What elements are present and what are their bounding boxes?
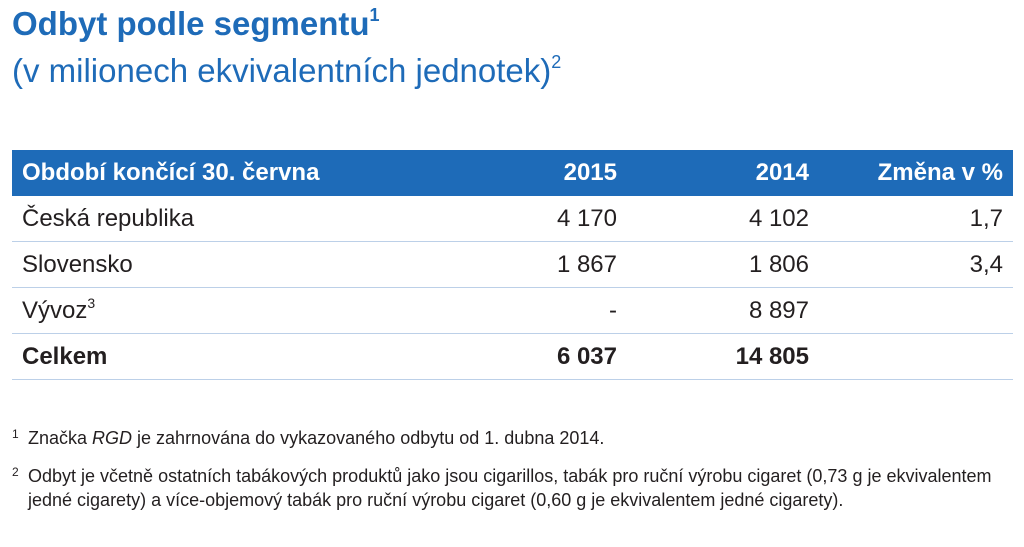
row-label-cell: Vývoz3 bbox=[22, 288, 95, 334]
page-title-footnote-ref: 1 bbox=[369, 5, 380, 25]
row-label: Vývoz bbox=[22, 297, 88, 324]
sales-table: Období končící 30. června 2015 2014 Změn… bbox=[12, 150, 1013, 380]
page-subtitle-text: (v milionech ekvivalentních jednotek) bbox=[12, 52, 552, 89]
page-title: Odbyt podle segmentu1 bbox=[12, 4, 380, 44]
total-value-2014: 14 805 bbox=[735, 343, 809, 370]
row-value-2014: 8 897 bbox=[748, 297, 809, 324]
page-subtitle: (v milionech ekvivalentních jednotek)2 bbox=[12, 51, 561, 91]
total-label: Celkem bbox=[22, 343, 108, 370]
row-value-change: 1,7 bbox=[969, 205, 1003, 232]
header-2015: 2015 bbox=[563, 159, 617, 186]
footnote-2: 2 Odbyt je včetně ostatních tabákových p… bbox=[12, 464, 1012, 512]
footnote-2-text: Odbyt je včetně ostatních tabákových pro… bbox=[28, 466, 992, 510]
page-title-text: Odbyt podle segmentu bbox=[12, 5, 370, 42]
footnote-2-mark: 2 bbox=[12, 465, 19, 479]
header-2014: 2014 bbox=[755, 159, 809, 186]
row-value-2015: - bbox=[609, 297, 617, 324]
table-row: Česká republika 4 170 4 102 1,7 bbox=[12, 196, 1013, 242]
page-subtitle-footnote-ref: 2 bbox=[551, 52, 562, 72]
footnote-1-mark: 1 bbox=[12, 427, 19, 441]
footnote-1-brand: RGD bbox=[92, 428, 133, 448]
table-total-row: Celkem 6 037 14 805 bbox=[12, 334, 1013, 380]
row-value-2014: 4 102 bbox=[748, 205, 809, 232]
row-value-2014: 1 806 bbox=[748, 251, 809, 278]
table-row: Slovensko 1 867 1 806 3,4 bbox=[12, 242, 1013, 288]
row-value-2015: 4 170 bbox=[556, 205, 617, 232]
row-value-2015: 1 867 bbox=[556, 251, 617, 278]
row-label: Česká republika bbox=[22, 205, 195, 232]
footnote-1-text-after: je zahrnována do vykazovaného odbytu od … bbox=[132, 428, 605, 448]
table-row: Vývoz3 - 8 897 bbox=[12, 288, 1013, 334]
header-period: Období končící 30. června bbox=[22, 159, 320, 186]
table-header-row: Období končící 30. června 2015 2014 Změn… bbox=[12, 150, 1013, 196]
footnotes: 1 Značka RGD je zahrnována do vykazované… bbox=[12, 426, 1012, 526]
footnote-1-text-before: Značka bbox=[28, 428, 93, 448]
row-value-change: 3,4 bbox=[969, 251, 1003, 278]
total-value-2015: 6 037 bbox=[556, 343, 617, 370]
row-label-footnote-ref: 3 bbox=[87, 295, 96, 311]
row-label: Slovensko bbox=[22, 251, 133, 278]
header-change: Změna v % bbox=[877, 159, 1003, 186]
footnote-1: 1 Značka RGD je zahrnována do vykazované… bbox=[12, 426, 1012, 450]
